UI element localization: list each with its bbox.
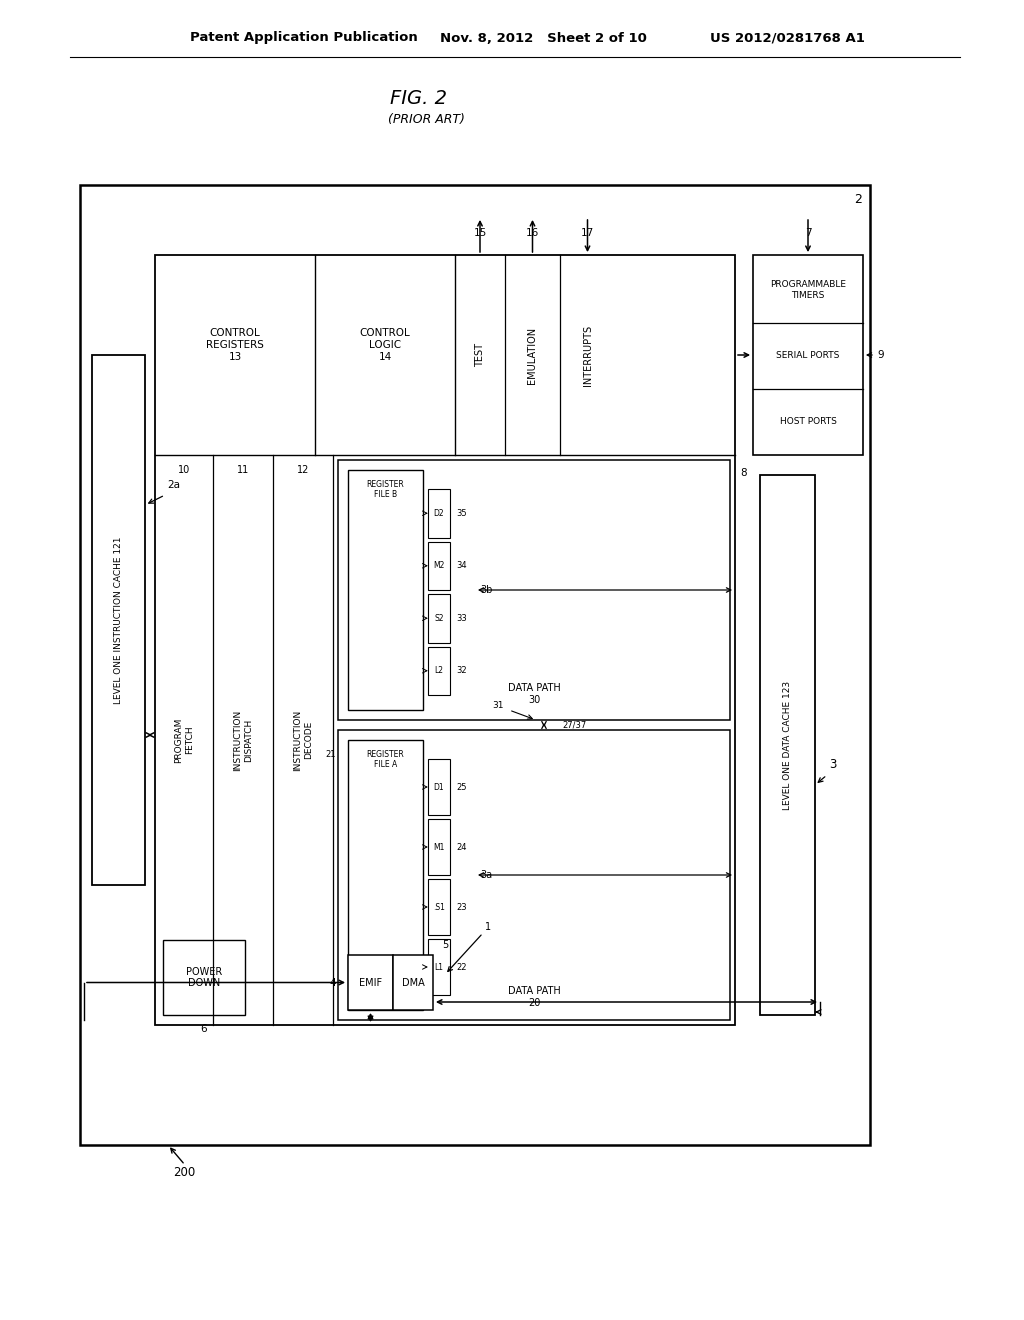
Text: DMA: DMA bbox=[401, 978, 424, 987]
Text: 200: 200 bbox=[173, 1166, 196, 1179]
Text: D2: D2 bbox=[434, 508, 444, 517]
Text: 6: 6 bbox=[201, 1024, 207, 1034]
Text: CONTROL
LOGIC
14: CONTROL LOGIC 14 bbox=[359, 329, 411, 362]
Text: 34: 34 bbox=[456, 561, 467, 570]
Text: Patent Application Publication: Patent Application Publication bbox=[190, 32, 418, 45]
Text: PROGRAM
FETCH: PROGRAM FETCH bbox=[174, 717, 194, 763]
Text: REGISTER
FILE A: REGISTER FILE A bbox=[367, 750, 404, 770]
Text: LEVEL ONE INSTRUCTION CACHE 121: LEVEL ONE INSTRUCTION CACHE 121 bbox=[114, 536, 123, 704]
Text: 2a: 2a bbox=[167, 480, 180, 490]
Text: INSTRUCTION
DECODE: INSTRUCTION DECODE bbox=[293, 709, 312, 771]
Text: (PRIOR ART): (PRIOR ART) bbox=[388, 114, 465, 127]
Text: DATA PATH
30: DATA PATH 30 bbox=[508, 684, 560, 705]
Bar bbox=[338, 459, 730, 719]
Text: 33: 33 bbox=[456, 614, 467, 623]
Text: HOST PORTS: HOST PORTS bbox=[779, 417, 837, 426]
Text: PROGRAMMABLE
TIMERS: PROGRAMMABLE TIMERS bbox=[770, 280, 846, 300]
Bar bbox=[428, 647, 450, 696]
Text: 9: 9 bbox=[877, 350, 884, 360]
Text: SERIAL PORTS: SERIAL PORTS bbox=[776, 351, 840, 360]
Text: 10: 10 bbox=[178, 465, 190, 475]
Bar bbox=[348, 741, 423, 1010]
Bar bbox=[92, 355, 145, 884]
Text: 24: 24 bbox=[456, 842, 467, 851]
Bar bbox=[428, 939, 450, 995]
Bar bbox=[393, 954, 433, 1010]
Text: S2: S2 bbox=[434, 614, 443, 623]
Text: M1: M1 bbox=[433, 842, 444, 851]
Text: 11: 11 bbox=[237, 465, 249, 475]
Text: 16: 16 bbox=[526, 228, 539, 238]
Bar bbox=[338, 730, 730, 1020]
Text: Nov. 8, 2012   Sheet 2 of 10: Nov. 8, 2012 Sheet 2 of 10 bbox=[440, 32, 647, 45]
Text: FIG. 2: FIG. 2 bbox=[390, 88, 447, 107]
Text: 35: 35 bbox=[456, 508, 467, 517]
Text: 4: 4 bbox=[330, 978, 336, 987]
Bar bbox=[428, 488, 450, 537]
Text: LEVEL ONE DATA CACHE 123: LEVEL ONE DATA CACHE 123 bbox=[783, 680, 792, 809]
Text: 27/37: 27/37 bbox=[562, 721, 587, 730]
Text: 2: 2 bbox=[854, 193, 862, 206]
Text: 1: 1 bbox=[485, 921, 492, 932]
Text: REGISTER
FILE B: REGISTER FILE B bbox=[367, 480, 404, 499]
Bar bbox=[80, 185, 870, 1144]
Text: 22: 22 bbox=[456, 962, 467, 972]
Text: 3b: 3b bbox=[480, 585, 493, 595]
Text: 8: 8 bbox=[740, 469, 748, 478]
Text: POWER
DOWN: POWER DOWN bbox=[186, 966, 222, 989]
Text: L1: L1 bbox=[434, 962, 443, 972]
Text: 3a: 3a bbox=[480, 870, 493, 880]
Bar bbox=[155, 255, 735, 1026]
Text: 23: 23 bbox=[456, 903, 467, 912]
Text: INTERRUPTS: INTERRUPTS bbox=[583, 325, 593, 385]
Text: TEST: TEST bbox=[475, 343, 485, 367]
Text: M2: M2 bbox=[433, 561, 444, 570]
Text: US 2012/0281768 A1: US 2012/0281768 A1 bbox=[710, 32, 865, 45]
Text: DATA PATH
20: DATA PATH 20 bbox=[508, 986, 560, 1008]
Text: D1: D1 bbox=[434, 783, 444, 792]
Bar bbox=[753, 255, 863, 455]
Bar bbox=[348, 470, 423, 710]
Text: 3: 3 bbox=[829, 759, 837, 771]
Bar bbox=[428, 759, 450, 814]
Text: 7: 7 bbox=[805, 228, 811, 238]
Bar bbox=[760, 475, 815, 1015]
Bar bbox=[428, 818, 450, 875]
Text: EMULATION: EMULATION bbox=[527, 326, 538, 384]
Text: 5: 5 bbox=[442, 940, 449, 950]
Text: L2: L2 bbox=[434, 667, 443, 676]
Text: CONTROL
REGISTERS
13: CONTROL REGISTERS 13 bbox=[206, 329, 264, 362]
Text: 32: 32 bbox=[456, 667, 467, 676]
Bar bbox=[348, 954, 393, 1010]
Text: 15: 15 bbox=[473, 228, 486, 238]
Text: 12: 12 bbox=[297, 465, 309, 475]
Text: INSTRUCTION
DISPATCH: INSTRUCTION DISPATCH bbox=[233, 709, 253, 771]
Text: 21: 21 bbox=[326, 750, 336, 759]
Bar bbox=[428, 879, 450, 935]
Text: 25: 25 bbox=[456, 783, 467, 792]
Text: 31: 31 bbox=[493, 701, 504, 710]
Bar bbox=[428, 594, 450, 643]
Bar bbox=[163, 940, 245, 1015]
Text: 17: 17 bbox=[581, 228, 594, 238]
Text: .S1: .S1 bbox=[433, 903, 445, 912]
Text: EMIF: EMIF bbox=[359, 978, 382, 987]
Bar bbox=[428, 541, 450, 590]
